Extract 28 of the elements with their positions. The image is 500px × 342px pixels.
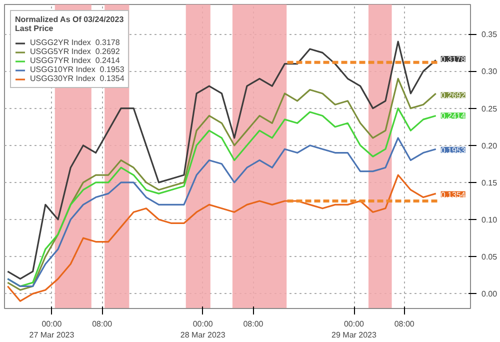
y-tick-label: 0.15 xyxy=(482,178,498,188)
line-series xyxy=(6,174,437,302)
line-series xyxy=(6,40,437,280)
x-tick-label: 08:00 xyxy=(92,320,113,328)
legend-title: Normalized As Of 03/24/2023 Last Price xyxy=(15,15,124,33)
annotation: 0.1953 xyxy=(440,146,466,155)
annotation: 0.2692 xyxy=(440,91,466,100)
annotation: 0.3178 xyxy=(440,55,466,64)
legend-label: USGG7YR Index 0.2414 xyxy=(30,56,120,65)
legend-label: USGG5YR Index 0.2692 xyxy=(30,47,120,56)
y-tick-label: 0.35 xyxy=(482,30,498,40)
y-tick-label: 0.25 xyxy=(482,104,498,114)
x-tick-label: 00:00 29 Mar 2023 xyxy=(332,320,378,340)
x-tick-label: 00:00 28 Mar 2023 xyxy=(180,320,226,340)
y-tick-label: 0.10 xyxy=(482,216,498,225)
legend-label: USGG10YR Index 0.1953 xyxy=(30,65,124,74)
legend-label: USGG2YR Index 0.3178 xyxy=(30,38,120,47)
x-tick-label: 00:00 27 Mar 2023 xyxy=(29,320,75,340)
y-tick-label: 0.00 xyxy=(482,290,498,299)
y-tick-label: 0.05 xyxy=(482,252,498,262)
x-tick-label: 08:00 xyxy=(243,320,264,328)
y-tick-label: 0.20 xyxy=(482,141,498,150)
line-series xyxy=(6,137,437,288)
y-tick-label: 0.30 xyxy=(482,67,498,76)
annotation: 0.1354 xyxy=(440,190,466,200)
x-tick-label: 08:00 xyxy=(394,320,415,328)
annotation: 0.2414 xyxy=(440,112,466,121)
legend-label: USGG30YR Index 0.1354 xyxy=(30,74,124,83)
